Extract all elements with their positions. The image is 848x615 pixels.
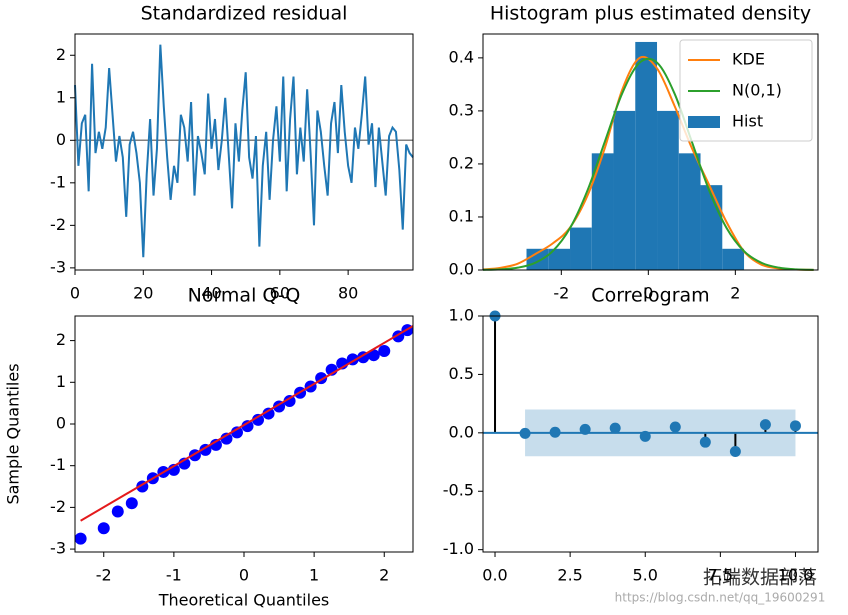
- y-tick-label: -1: [50, 172, 66, 191]
- legend-label: N(0,1): [732, 81, 782, 100]
- hist-bar: [678, 153, 701, 270]
- x-axis-label: Theoretical Quantiles: [158, 591, 330, 610]
- y-axis-label: Sample Quantiles: [4, 363, 23, 504]
- chart-title: Correlogram: [591, 285, 709, 307]
- hist-bar: [591, 153, 614, 270]
- x-tick-label: 0: [70, 284, 80, 303]
- x-tick-label: 40: [201, 284, 221, 303]
- stem-marker: [759, 419, 771, 431]
- x-tick-label: 7.5: [708, 566, 733, 585]
- chart-title: Standardized residual: [141, 3, 348, 25]
- x-tick-label: 10.0: [778, 566, 814, 585]
- qq-point: [241, 420, 254, 433]
- density-line: [482, 57, 814, 271]
- legend-swatch: [688, 116, 720, 128]
- y-tick-label: 2: [56, 330, 66, 349]
- qq-point: [367, 349, 380, 362]
- y-tick-label: -0.5: [443, 481, 474, 500]
- y-tick-label: 0.4: [449, 47, 474, 66]
- qq-point: [209, 438, 222, 451]
- x-tick-label: 1: [309, 566, 319, 585]
- qq-point: [220, 432, 233, 445]
- hist-bar: [613, 110, 636, 270]
- qq-point: [97, 522, 110, 535]
- chart-title: Normal Q-Q: [188, 285, 301, 307]
- qq-point: [125, 497, 138, 510]
- qq-point: [111, 505, 124, 518]
- x-tick-label: 80: [338, 284, 358, 303]
- stem-marker: [579, 423, 591, 435]
- stem-marker: [609, 422, 621, 434]
- x-tick-label: -2: [96, 566, 112, 585]
- y-tick-label: 0: [56, 130, 66, 149]
- qq-point: [230, 426, 243, 439]
- y-tick-label: 0.1: [449, 206, 474, 225]
- hist-bar: [635, 41, 658, 271]
- y-tick-label: 0.3: [449, 100, 474, 119]
- x-tick-label: 2: [379, 566, 389, 585]
- fit-line: [80, 325, 414, 522]
- x-tick-label: 60: [270, 284, 290, 303]
- y-tick-label: 1: [56, 372, 66, 391]
- axes-frame: [482, 33, 819, 271]
- x-tick-label: -2: [553, 284, 569, 303]
- x-tick-label: 20: [133, 284, 153, 303]
- x-tick-label: 5.0: [633, 566, 658, 585]
- y-tick-label: -3: [50, 539, 66, 558]
- qq-point: [283, 395, 296, 408]
- watermark-url: https://blog.csdn.net/qq_19600291: [615, 591, 826, 605]
- stem-marker: [549, 426, 561, 438]
- y-tick-label: 1.0: [449, 306, 474, 325]
- y-tick-label: -3: [50, 257, 66, 276]
- watermark: 拓端数据部落: [703, 567, 817, 589]
- x-tick-label: 2.5: [557, 566, 582, 585]
- chart-title: Histogram plus estimated density: [490, 3, 811, 25]
- y-tick-label: 0.0: [449, 260, 474, 279]
- axes-frame: [74, 33, 414, 271]
- qq-point: [74, 532, 87, 545]
- hist-bar: [548, 248, 571, 270]
- legend-label: Hist: [732, 112, 763, 131]
- hist-bar: [722, 248, 745, 270]
- legend-box: [679, 39, 813, 142]
- stem-marker: [519, 427, 531, 439]
- y-tick-label: 1: [56, 87, 66, 106]
- y-tick-label: -1: [50, 455, 66, 474]
- x-tick-label: 2: [730, 284, 740, 303]
- y-tick-label: -2: [50, 497, 66, 516]
- axes-frame: [482, 315, 819, 553]
- x-tick-label: 0.0: [482, 566, 507, 585]
- y-tick-label: 0.0: [449, 422, 474, 441]
- qq-point: [378, 345, 391, 358]
- stem-marker: [669, 421, 681, 433]
- legend-label: KDE: [732, 50, 765, 69]
- x-tick-label: 0: [643, 284, 653, 303]
- y-tick-label: 2: [56, 45, 66, 64]
- hist-bar: [657, 110, 679, 270]
- y-tick-label: 0.5: [449, 364, 474, 383]
- stem-marker: [729, 446, 741, 458]
- residual-line: [74, 44, 414, 258]
- y-tick-label: 0: [56, 413, 66, 432]
- stem-marker: [699, 436, 711, 448]
- stem-marker: [639, 430, 651, 442]
- y-tick-label: -2: [50, 215, 66, 234]
- hist-bar: [570, 227, 592, 270]
- qq-point: [262, 407, 275, 420]
- x-tick-label: 0: [239, 566, 249, 585]
- y-tick-label: 0.2: [449, 153, 474, 172]
- x-tick-label: -1: [166, 566, 182, 585]
- qq-point: [252, 413, 265, 426]
- y-tick-label: -1.0: [443, 539, 474, 558]
- stem-marker: [789, 420, 801, 432]
